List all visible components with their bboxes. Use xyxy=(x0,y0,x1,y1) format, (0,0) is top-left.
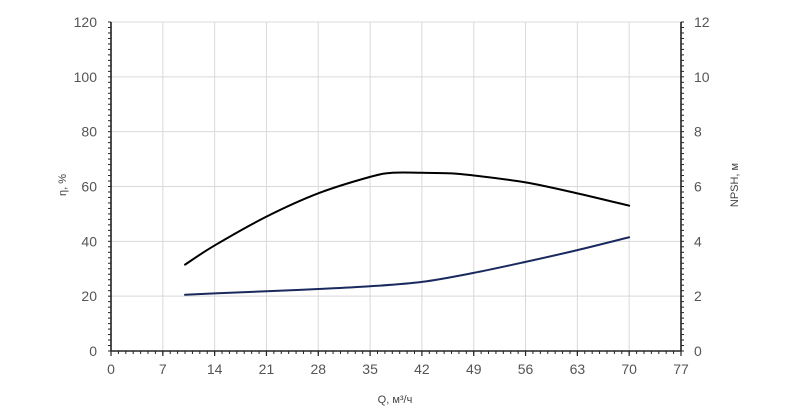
x-tick-label: 21 xyxy=(259,361,275,377)
y-right-tick-label: 10 xyxy=(694,69,710,85)
y-left-tick-label: 80 xyxy=(81,124,97,140)
x-tick-label: 42 xyxy=(414,361,430,377)
y-left-tick-label: 40 xyxy=(81,233,97,249)
y-left-tick-label: 60 xyxy=(81,179,97,195)
axes xyxy=(108,21,684,356)
x-tick-label: 0 xyxy=(107,361,115,377)
x-tick-label: 28 xyxy=(310,361,326,377)
grid xyxy=(111,21,682,351)
y-right-tick-label: 0 xyxy=(694,343,702,359)
y-left-tick-label: 120 xyxy=(74,14,98,30)
y-right-axis-title: NPSH, м xyxy=(729,163,741,207)
x-tick-label: 14 xyxy=(207,361,223,377)
y-right-tick-label: 12 xyxy=(694,14,710,30)
y-left-tick-label: 100 xyxy=(74,69,98,85)
y-left-axis-title: η, % xyxy=(57,174,69,196)
y-right-tick-label: 4 xyxy=(694,233,702,249)
y-left-tick-label: 0 xyxy=(89,343,97,359)
efficiency-series-line xyxy=(184,171,631,266)
y-right-tick-label: 6 xyxy=(694,179,702,195)
x-tick-label: 70 xyxy=(621,361,637,377)
x-tick-label: 7 xyxy=(159,361,167,377)
x-tick-label: 63 xyxy=(570,361,586,377)
tick-labels: 0 7 14 21 28 35 42 49 56 63 70 77 0 20 40 60 80 100 120 0 2 4… xyxy=(74,14,710,377)
x-tick-label: 49 xyxy=(466,361,482,377)
x-tick-label: 56 xyxy=(518,361,534,377)
x-tick-label: 35 xyxy=(362,361,378,377)
x-axis-title: Q, м³/ч xyxy=(378,394,413,406)
npsh-series-line xyxy=(184,236,631,296)
series-group xyxy=(184,171,631,296)
y-right-tick-label: 8 xyxy=(694,124,702,140)
y-right-tick-label: 2 xyxy=(694,288,702,304)
y-left-tick-label: 20 xyxy=(81,288,97,304)
x-tick-label: 77 xyxy=(673,361,689,377)
